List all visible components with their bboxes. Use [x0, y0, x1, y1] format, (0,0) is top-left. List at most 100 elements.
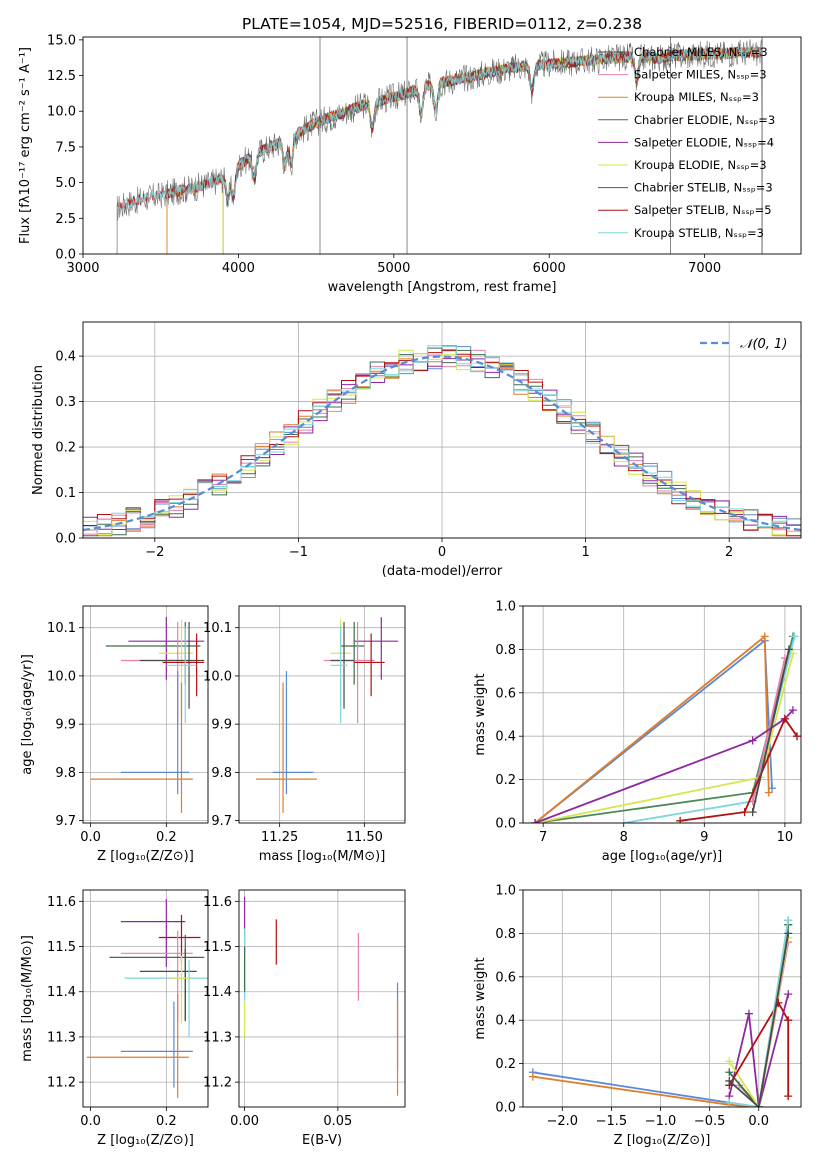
errorbar-point — [255, 682, 317, 813]
legend-label: Salpeter STELIB, Nₛₛₚ=5 — [634, 203, 772, 217]
legend-label: Salpeter ELODIE, Nₛₛₚ=4 — [634, 135, 774, 149]
errorbar-point — [330, 626, 348, 724]
weight_vs_Z-axes: −2.0 −1.5 −1.0 −0.5 0.0 0.0 0.2 0.4 0.6 0.8 1.0 Z [… — [473, 884, 802, 1148]
x-axis-label: Z [log₁₀(Z/Z⊙)] — [97, 1133, 194, 1148]
y-tick-label: 0.2 — [495, 773, 516, 788]
y-tick-label: 9.9 — [55, 718, 76, 733]
y-tick-label: 0.4 — [495, 730, 516, 745]
y-tick-label: 11.6 — [47, 895, 76, 910]
axes-frame — [82, 36, 802, 255]
y-axis-label: Normed distribution — [31, 365, 46, 495]
x-tick-label: 0.2 — [156, 1114, 177, 1129]
x-tick-label: 0.05 — [323, 1114, 352, 1129]
x-tick-label: 5000 — [377, 261, 410, 276]
y-tick-label: 0.2 — [55, 441, 76, 456]
y-axis-label: mass [log₁₀(M/M⊙)] — [20, 935, 35, 1062]
axes-frame — [82, 889, 209, 1108]
weight-marker — [725, 1076, 734, 1085]
age_vs_Z-axes: 0.0 0.2 9.7 9.8 9.9 10.0 10.1 Z [log₁₀(Z/Z⊙)] ag… — [20, 605, 209, 864]
spectrum-plot-area — [116, 37, 763, 254]
y-tick-label: 0.4 — [495, 1014, 516, 1029]
y-tick-label: 10.0 — [47, 105, 76, 120]
spectrum-legend: Chabrier MILES, Nₛₛₚ=3 Salpeter MILES, Nₛ… — [598, 45, 775, 240]
weight-marker — [784, 1016, 793, 1025]
weight-marker — [790, 632, 799, 641]
figure-title: PLATE=1054, MJD=52516, FIBERID=0112, z=0… — [242, 15, 642, 33]
weight_vs_age-plot-area — [531, 632, 801, 823]
x-axis-label: Z [log₁₀(Z/Z⊙)] — [97, 849, 194, 864]
residuals-legend: 𝒩(0, 1) — [700, 337, 787, 352]
weight-marker — [784, 929, 793, 938]
y-tick-label: 15.0 — [47, 33, 76, 48]
axes-frame — [238, 605, 406, 824]
weight-marker — [754, 1103, 763, 1107]
weight-series-line — [728, 993, 790, 1107]
errorbar-point — [166, 626, 197, 724]
weight-marker — [740, 808, 749, 817]
x-axis-label: Z [log₁₀(Z/Z⊙)] — [614, 1133, 711, 1148]
mass_vs_Z-plot-area — [86, 899, 208, 1098]
y-tick-label: 11.5 — [47, 940, 76, 955]
y-tick-label: 0.1 — [55, 486, 76, 501]
weight-marker — [784, 916, 793, 925]
y-tick-label: 0.6 — [495, 686, 516, 701]
x-axis-label: (data-model)/error — [382, 564, 503, 579]
errorbar-point — [86, 993, 190, 1098]
weight-marker — [784, 645, 793, 654]
legend-label: Kroupa MILES, Nₛₛₚ=3 — [634, 90, 759, 104]
legend-label: Salpeter MILES, Nₛₛₚ=3 — [634, 68, 767, 82]
legend-label: Kroupa STELIB, Nₛₛₚ=3 — [634, 226, 764, 240]
legend-label: Chabrier MILES, Nₛₛₚ=3 — [634, 45, 768, 59]
y-tick-label: 0.0 — [495, 1101, 516, 1116]
weight-series-line — [751, 649, 790, 813]
legend-label: 𝒩(0, 1) — [740, 337, 787, 352]
y-tick-label: 2.5 — [55, 212, 76, 227]
x-axis-label: wavelength [Angstrom, rest frame] — [328, 280, 557, 295]
y-tick-label: 0.8 — [495, 643, 516, 658]
errorbar-point — [272, 671, 314, 795]
x-tick-label: 9 — [700, 830, 708, 845]
y-tick-label: 9.8 — [55, 766, 76, 781]
y-tick-label: 0.8 — [495, 927, 516, 942]
histogram-step — [83, 345, 801, 531]
x-tick-label: 0.2 — [156, 830, 177, 845]
legend-label: Kroupa ELODIE, Nₛₛₚ=3 — [634, 158, 767, 172]
axes-frame — [82, 605, 209, 824]
normal-reference-curve — [83, 355, 801, 532]
x-tick-label: 0.00 — [230, 1114, 259, 1129]
weight-marker — [725, 1098, 734, 1107]
y-axis-label: Flux [fλ10⁻¹⁷ erg cm⁻² s⁻¹ A⁻¹] — [18, 47, 33, 244]
weight_vs_age-axes: 7 8 9 10 0.0 0.2 0.4 0.6 0.8 1.0 age [log₁₀(age/yr… — [473, 600, 802, 864]
errorbar-point — [120, 1001, 193, 1088]
x-tick-label: −2.0 — [547, 1114, 579, 1129]
x-tick-label: 0.0 — [748, 1114, 769, 1129]
y-tick-label: 0.3 — [55, 395, 76, 410]
y-tick-label: 9.7 — [55, 814, 76, 829]
x-tick-label: 8 — [620, 830, 628, 845]
x-tick-label: −0.5 — [694, 1114, 726, 1129]
errorbar-point — [120, 671, 190, 795]
x-tick-label: −1.0 — [645, 1114, 677, 1129]
mass_vs_Z-axes: 0.0 0.2 11.2 11.3 11.4 11.5 11.6 Z [log₁₀(Z/Z⊙)… — [20, 889, 209, 1148]
x-tick-label: 3000 — [66, 261, 99, 276]
x-tick-label: −1 — [289, 545, 308, 560]
y-tick-label: 0.0 — [55, 532, 76, 547]
y-tick-label: 11.4 — [203, 985, 232, 1000]
y-tick-label: 11.3 — [47, 1030, 76, 1045]
axes-frame — [82, 321, 802, 539]
errorbar-point — [90, 682, 193, 813]
x-tick-label: 10 — [777, 830, 794, 845]
x-tick-label: 0.0 — [80, 830, 101, 845]
x-tick-label: 7 — [539, 830, 547, 845]
y-tick-label: 1.0 — [495, 884, 516, 899]
y-tick-label: 10.1 — [203, 621, 232, 636]
axes-frame — [522, 605, 802, 824]
y-tick-label: 10.1 — [47, 621, 76, 636]
y-tick-label: 11.6 — [203, 895, 232, 910]
y-tick-label: 0.4 — [55, 350, 76, 365]
y-tick-label: 11.2 — [203, 1076, 232, 1091]
y-tick-label: 9.7 — [211, 814, 232, 829]
y-tick-label: 0.6 — [495, 970, 516, 985]
x-tick-label: 0.0 — [80, 1114, 101, 1129]
